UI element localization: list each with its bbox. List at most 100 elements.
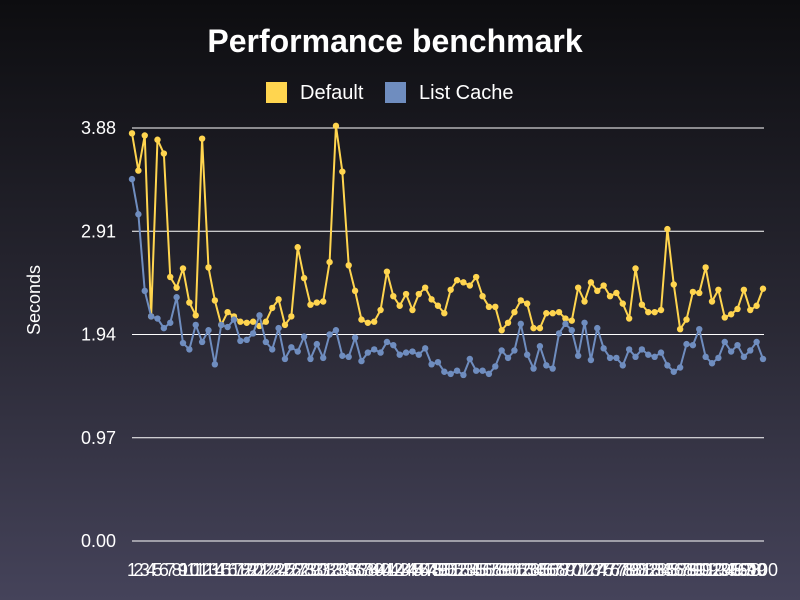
data-point[interactable]	[568, 327, 575, 334]
data-point[interactable]	[300, 333, 308, 340]
data-point[interactable]	[179, 265, 187, 272]
data-point[interactable]	[128, 130, 136, 137]
data-point[interactable]	[237, 337, 244, 345]
data-point[interactable]	[657, 306, 665, 314]
data-point[interactable]	[530, 365, 537, 372]
data-point[interactable]	[402, 290, 410, 298]
data-point[interactable]	[727, 311, 735, 318]
data-point[interactable]	[715, 286, 722, 293]
data-point[interactable]	[683, 316, 690, 323]
data-point[interactable]	[759, 355, 767, 363]
data-point[interactable]	[613, 289, 620, 297]
data-point[interactable]	[581, 298, 588, 305]
data-point[interactable]	[351, 334, 359, 341]
data-point[interactable]	[587, 356, 595, 364]
data-point[interactable]	[651, 353, 658, 361]
data-point[interactable]	[517, 320, 524, 328]
data-point[interactable]	[339, 168, 346, 175]
data-point[interactable]	[249, 330, 257, 337]
data-point[interactable]	[708, 360, 716, 367]
data-point[interactable]	[536, 324, 544, 332]
data-point[interactable]	[676, 364, 684, 371]
legend-label-default[interactable]: Default	[300, 82, 364, 104]
data-point[interactable]	[689, 341, 697, 349]
data-point[interactable]	[294, 244, 301, 251]
data-point[interactable]	[275, 324, 282, 332]
data-point[interactable]	[332, 122, 340, 130]
data-point[interactable]	[472, 273, 480, 281]
data-point[interactable]	[645, 308, 652, 316]
data-point[interactable]	[358, 316, 365, 323]
data-point[interactable]	[371, 346, 378, 353]
data-point[interactable]	[345, 262, 352, 269]
data-point[interactable]	[281, 321, 289, 329]
data-point[interactable]	[211, 361, 219, 368]
data-point[interactable]	[186, 299, 193, 306]
data-point[interactable]	[511, 347, 518, 354]
data-point[interactable]	[696, 289, 703, 297]
legend-label-list-cache[interactable]: List Cache	[419, 82, 514, 104]
data-point[interactable]	[409, 306, 416, 314]
data-point[interactable]	[492, 303, 499, 311]
data-point[interactable]	[345, 353, 352, 361]
data-point[interactable]	[160, 150, 168, 157]
data-point[interactable]	[230, 316, 238, 323]
data-point[interactable]	[243, 336, 250, 344]
data-point[interactable]	[390, 292, 397, 300]
data-point[interactable]	[479, 292, 486, 300]
data-point[interactable]	[460, 371, 467, 379]
data-point[interactable]	[562, 320, 569, 328]
data-point[interactable]	[664, 225, 671, 233]
data-point[interactable]	[632, 265, 639, 272]
data-point[interactable]	[211, 297, 219, 304]
data-point[interactable]	[453, 367, 461, 374]
data-point[interactable]	[594, 287, 601, 295]
data-point[interactable]	[645, 351, 652, 358]
data-point[interactable]	[128, 175, 136, 183]
data-point[interactable]	[141, 132, 148, 139]
data-point[interactable]	[530, 324, 537, 332]
data-point[interactable]	[670, 281, 677, 288]
data-point[interactable]	[205, 264, 212, 271]
data-point[interactable]	[632, 353, 639, 361]
data-point[interactable]	[249, 318, 257, 325]
data-point[interactable]	[396, 351, 403, 358]
data-point[interactable]	[167, 273, 174, 281]
data-point[interactable]	[485, 303, 493, 311]
data-point[interactable]	[753, 302, 760, 309]
data-point[interactable]	[753, 338, 760, 346]
data-point[interactable]	[638, 346, 646, 353]
data-point[interactable]	[523, 300, 531, 307]
data-point[interactable]	[715, 354, 722, 362]
data-point[interactable]	[147, 313, 155, 320]
data-point[interactable]	[555, 308, 563, 316]
data-point[interactable]	[549, 310, 556, 317]
data-point[interactable]	[262, 318, 270, 325]
data-point[interactable]	[160, 324, 168, 332]
data-point[interactable]	[415, 351, 423, 358]
data-point[interactable]	[460, 279, 467, 286]
data-point[interactable]	[581, 319, 588, 326]
data-point[interactable]	[281, 355, 289, 363]
data-point[interactable]	[307, 301, 314, 308]
data-point[interactable]	[186, 346, 193, 353]
data-point[interactable]	[421, 345, 429, 352]
data-point[interactable]	[326, 331, 333, 338]
data-point[interactable]	[689, 288, 697, 296]
data-point[interactable]	[434, 302, 442, 309]
data-point[interactable]	[721, 338, 728, 346]
data-point[interactable]	[364, 319, 372, 326]
data-point[interactable]	[696, 325, 703, 333]
data-point[interactable]	[237, 318, 244, 325]
data-point[interactable]	[294, 348, 301, 355]
data-point[interactable]	[243, 319, 250, 326]
data-point[interactable]	[441, 310, 448, 317]
data-point[interactable]	[364, 349, 372, 356]
data-point[interactable]	[555, 330, 563, 337]
data-point[interactable]	[721, 314, 728, 321]
data-point[interactable]	[708, 298, 716, 305]
data-point[interactable]	[498, 347, 505, 354]
data-point[interactable]	[313, 299, 321, 306]
data-point[interactable]	[702, 264, 709, 271]
data-point[interactable]	[702, 353, 709, 361]
